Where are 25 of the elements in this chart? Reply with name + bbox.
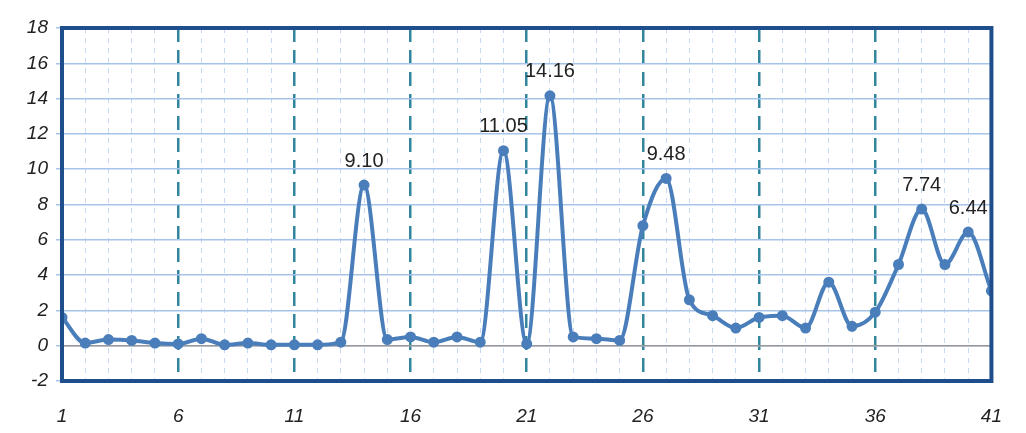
y-tick-label: 2 bbox=[36, 298, 49, 320]
data-label: 14.16 bbox=[524, 59, 575, 82]
y-tick-label: 12 bbox=[26, 122, 49, 144]
data-label: 7.74 bbox=[902, 172, 942, 195]
y-tick-label: 4 bbox=[37, 263, 48, 285]
x-tick-label: 26 bbox=[631, 404, 654, 426]
x-tick-label: 31 bbox=[748, 404, 770, 426]
x-tick-label: 16 bbox=[399, 404, 422, 426]
y-tick-label: 14 bbox=[26, 86, 48, 108]
x-tick-label: 1 bbox=[56, 404, 68, 426]
x-tick-label: 36 bbox=[864, 404, 887, 426]
y-tick-label: -2 bbox=[31, 369, 49, 391]
y-tick-label: 10 bbox=[26, 157, 49, 179]
x-tick-label: 21 bbox=[515, 404, 538, 426]
data-label: 6.44 bbox=[948, 195, 988, 218]
data-label: 9.10 bbox=[344, 148, 384, 171]
data-label: 9.48 bbox=[646, 141, 686, 164]
y-tick-label: 18 bbox=[26, 16, 49, 38]
y-tick-label: 0 bbox=[37, 333, 49, 355]
y-tick-label: 6 bbox=[37, 228, 49, 250]
x-tick-label: 6 bbox=[172, 404, 184, 426]
x-tick-label: 41 bbox=[980, 404, 1002, 426]
x-tick-label: 11 bbox=[284, 404, 305, 426]
y-tick-label: 8 bbox=[37, 192, 49, 214]
y-tick-label: 16 bbox=[26, 51, 49, 73]
